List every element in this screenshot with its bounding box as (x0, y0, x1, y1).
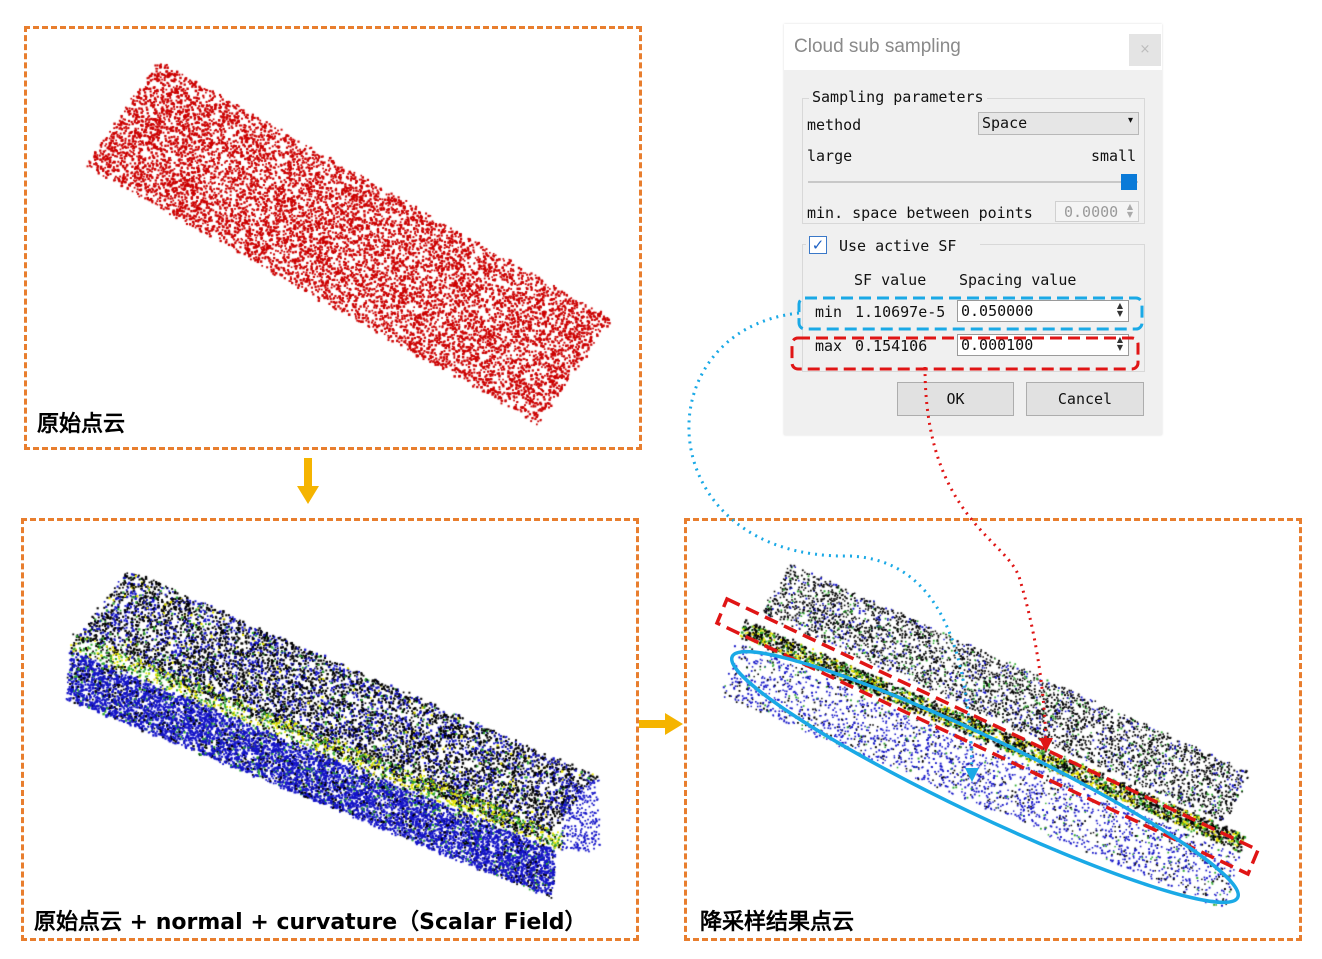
dialog-title: Cloud sub sampling (794, 36, 961, 57)
slider-small-label: small (1091, 147, 1137, 165)
ok-button-label: OK (946, 390, 965, 408)
spin-arrows-icon[interactable]: ▲ ▼ (1116, 335, 1124, 352)
original-cloud-caption: 原始点云 (37, 412, 126, 437)
min-spacing-value: 0.050000 (961, 302, 1034, 320)
original-cloud-panel (24, 26, 642, 450)
max-spacing-value: 0.000100 (961, 336, 1034, 354)
right-arrow-icon (639, 713, 683, 735)
min-space-input[interactable]: 0.0000 ▲ ▼ (1055, 201, 1139, 222)
method-select[interactable]: Space ▾ (978, 112, 1139, 135)
use-active-sf-checkbox[interactable]: ✓ (809, 236, 827, 254)
use-active-sf-label[interactable]: Use active SF (839, 237, 957, 255)
dialog-titlebar[interactable]: Cloud sub sampling × (784, 24, 1162, 70)
slider-large-label: large (807, 147, 853, 165)
cancel-button[interactable]: Cancel (1026, 382, 1144, 416)
ok-button[interactable]: OK (897, 382, 1014, 416)
cloud-subsampling-dialog: Cloud sub sampling × Sampling parameters… (784, 24, 1162, 435)
chevron-down-icon: ▾ (1127, 115, 1133, 126)
downsampled-caption: 降采样结果点云 (700, 910, 855, 935)
scalar-field-point-cloud (24, 521, 636, 938)
method-select-value: Space (982, 114, 1028, 132)
max-sf-value: 0.154106 (855, 337, 928, 355)
max-spacing-input[interactable]: 0.000100 ▲ ▼ (957, 334, 1129, 356)
spacing-value-header: Spacing value (959, 271, 1077, 289)
min-row-label: min (815, 303, 843, 321)
min-spacing-input[interactable]: 0.050000 ▲ ▼ (957, 300, 1129, 322)
use-active-sf-title (806, 235, 980, 257)
down-arrow-icon (297, 458, 319, 504)
spin-arrows-icon[interactable]: ▲ ▼ (1126, 202, 1134, 219)
close-icon[interactable]: × (1129, 34, 1161, 66)
scalar-field-caption: 原始点云 + normal + curvature（Scalar Field） (34, 910, 587, 935)
sampling-parameters-title: Sampling parameters (809, 88, 987, 106)
method-label: method (807, 116, 862, 134)
min-space-label: min. space between points (807, 204, 1033, 222)
max-row-label: max (815, 337, 843, 355)
original-point-cloud (27, 29, 639, 447)
sf-value-header: SF value (854, 271, 927, 289)
checkmark-icon: ✓ (811, 236, 825, 254)
scalar-field-panel (21, 518, 639, 941)
density-slider-track[interactable] (808, 181, 1138, 183)
min-space-value: 0.0000 (1064, 203, 1119, 221)
density-slider-handle[interactable] (1121, 174, 1137, 190)
cancel-button-label: Cancel (1057, 390, 1113, 408)
downsampled-point-cloud (687, 521, 1299, 938)
spin-arrows-icon[interactable]: ▲ ▼ (1116, 301, 1124, 318)
min-sf-value: 1.10697e-5 (855, 303, 946, 321)
